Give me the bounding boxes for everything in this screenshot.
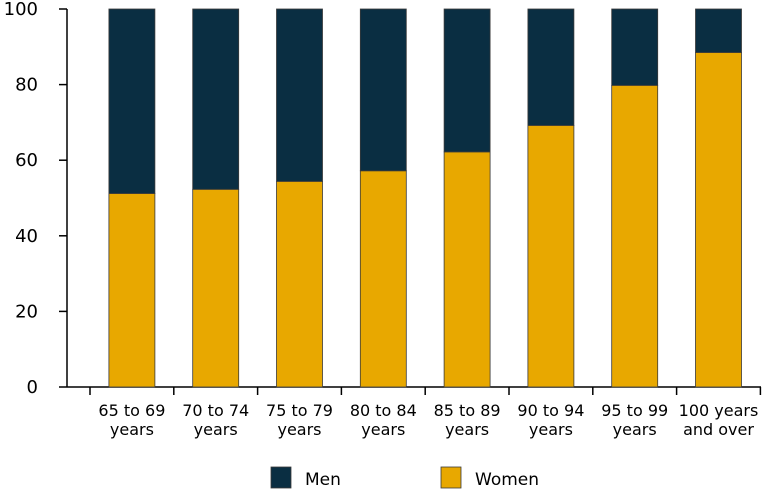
x-category-label-line: years [110,420,154,439]
men-bar [611,8,659,86]
bars [108,8,742,388]
y-tick-label: 40 [15,226,38,247]
x-category-label: 100 years and over [679,401,759,439]
women-bar [611,84,659,388]
x-category-label-line: years [194,420,238,439]
legend: Men Women [270,466,539,490]
x-category-label-line: years [361,420,405,439]
men-bar [276,8,323,182]
women-bar [108,193,156,388]
x-category-label-line: 100 years [679,401,759,420]
x-category-label-line: 80 to 84 [350,401,417,420]
men-bar [359,8,407,172]
x-category-label-line: 65 to 69 [98,401,165,420]
legend-swatch-women [440,466,462,489]
y-tick-label: 0 [27,377,38,398]
men-bar [108,8,156,194]
legend-swatch-men [270,466,292,489]
women-bar [443,151,491,388]
men-bar [443,8,491,153]
women-bar [192,188,240,388]
x-category-label: 85 to 89 years [434,401,501,439]
x-category-label-line: 95 to 99 [601,401,668,420]
women-bar [695,52,742,388]
y-tick-label: 100 [4,0,38,20]
women-bar [359,170,407,388]
legend-label-men: Men [305,470,341,490]
x-category-label: 90 to 94 years [517,401,584,439]
x-category-label: 80 to 84 years [350,401,417,439]
x-category-label-line: years [277,420,321,439]
x-category-label: 65 to 69 years [98,401,165,439]
x-category-label-line: 75 to 79 [266,401,333,420]
women-bar [276,180,323,388]
x-category-label: 70 to 74 years [182,401,249,439]
legend-label-women: Women [475,470,539,490]
y-tick-label: 80 [15,75,38,96]
men-bar [695,8,742,53]
x-category-label-line: and over [683,420,754,439]
y-axis: 0 20 40 60 80 100 [4,0,68,398]
men-bar [527,8,575,126]
y-tick-label: 20 [15,301,38,322]
x-category-label-line: 85 to 89 [434,401,501,420]
x-axis [67,386,762,395]
x-category-label-line: years [613,420,657,439]
men-bar [192,8,240,190]
x-category-label: 75 to 79 years [266,401,333,439]
x-category-label-line: years [445,420,489,439]
x-category-label-line: years [529,420,573,439]
y-tick-label: 60 [15,150,38,171]
x-category-label: 95 to 99 years [601,401,668,439]
x-category-label-line: 90 to 94 [517,401,584,420]
x-category-label-line: 70 to 74 [182,401,249,420]
women-bar [527,125,575,388]
